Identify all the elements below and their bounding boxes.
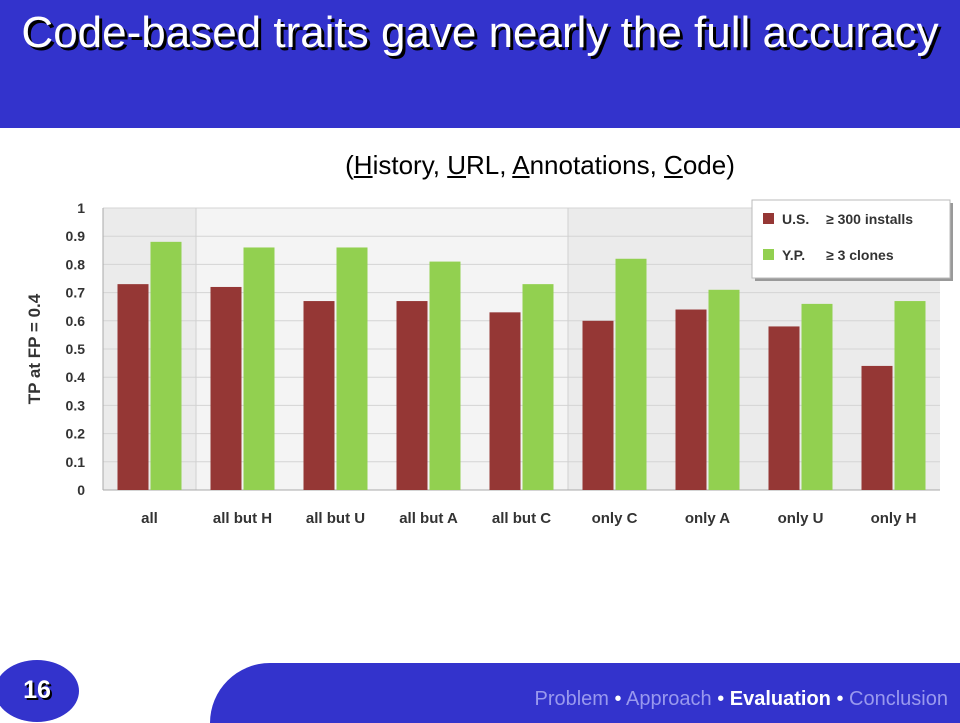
subtitle-key-a: A xyxy=(512,150,530,180)
y-tick-label: 0.8 xyxy=(66,256,86,272)
legend-label: Y.P. xyxy=(782,247,805,263)
y-tick-label: 0.5 xyxy=(66,341,86,357)
x-tick-label: only U xyxy=(778,510,824,527)
subtitle-key-u: U xyxy=(447,150,466,180)
nav-item-conclusion[interactable]: Conclusion xyxy=(849,688,948,710)
page-number: 16 xyxy=(23,676,51,704)
x-tick-label: all but C xyxy=(492,510,551,527)
bar-us xyxy=(489,312,521,490)
bar-yp xyxy=(429,261,461,490)
x-tick-label: only H xyxy=(871,510,917,527)
y-tick-label: 0.1 xyxy=(66,454,86,470)
bar-us xyxy=(303,301,335,490)
y-tick-label: 0.9 xyxy=(66,228,86,244)
x-tick-label: all but A xyxy=(399,510,458,527)
x-tick-label: only C xyxy=(592,510,638,527)
bar-us xyxy=(675,309,707,490)
footer-bar xyxy=(210,663,960,723)
nav-item-approach[interactable]: Approach xyxy=(626,688,712,710)
legend-note: ≥ 300 installs xyxy=(826,211,913,227)
bar-us xyxy=(582,320,614,490)
x-tick-label: only A xyxy=(685,510,730,527)
bar-yp xyxy=(708,289,740,490)
bar-yp xyxy=(801,303,833,490)
subtitle-part: istory, xyxy=(372,150,448,180)
title-bar: Code-based traits gave nearly the full a… xyxy=(0,0,960,128)
legend-swatch xyxy=(763,249,774,260)
y-tick-label: 0.2 xyxy=(66,426,86,442)
subtitle-key-h: H xyxy=(353,150,373,180)
bar-yp xyxy=(150,241,182,490)
nav-separator: • xyxy=(717,688,725,710)
y-tick-label: 0.3 xyxy=(66,397,86,413)
bar-chart: 0 0.1 0.2 0.3 0.4 0.5 0.6 0.7 0.8 0.9 1 TP at FP = … xyxy=(25,199,953,527)
page-number-badge: 16 xyxy=(0,660,79,722)
bar-yp xyxy=(894,301,926,490)
nav-item-problem[interactable]: Problem xyxy=(534,688,609,710)
y-tick-label: 0 xyxy=(77,482,85,498)
bar-yp xyxy=(336,247,368,490)
legend-box xyxy=(751,199,951,279)
y-tick-label: 0.4 xyxy=(66,369,86,385)
legend-label: U.S. xyxy=(782,211,809,227)
bar-yp xyxy=(615,258,647,490)
nav-item-evaluation[interactable]: Evaluation xyxy=(729,688,831,710)
y-tick-label: 1 xyxy=(77,200,85,216)
bar-us xyxy=(210,286,242,490)
section-nav: Problem • Approach • Evaluation • Conclu… xyxy=(534,688,948,711)
subtitle-key-c: C xyxy=(664,150,683,180)
subtitle-part: ode) xyxy=(682,150,735,180)
nav-separator: • xyxy=(836,688,844,710)
slide-subtitle: (History, URL, Annotations, Code) xyxy=(230,150,850,181)
slide-title: Code-based traits gave nearly the full a… xyxy=(21,8,939,57)
y-tick-label: 0.7 xyxy=(66,285,86,301)
subtitle-part: ( xyxy=(345,150,354,180)
subtitle-part: RL, xyxy=(466,150,513,180)
subtitle-part: nnotations, xyxy=(529,150,665,180)
bar-yp xyxy=(243,247,275,490)
bar-us xyxy=(768,326,800,490)
bar-yp xyxy=(522,284,554,490)
y-axis-label: TP at FP = 0.4 xyxy=(25,293,44,404)
y-tick-label: 0.6 xyxy=(66,313,86,329)
legend-swatch xyxy=(763,213,774,224)
x-tick-label: all xyxy=(141,510,158,527)
bar-us xyxy=(117,284,149,490)
x-tick-label: all but H xyxy=(213,510,272,527)
x-tick-label: all but U xyxy=(306,510,365,527)
bar-us xyxy=(396,301,428,490)
bar-us xyxy=(861,365,893,490)
legend-note: ≥ 3 clones xyxy=(826,247,894,263)
nav-separator: • xyxy=(614,688,622,710)
